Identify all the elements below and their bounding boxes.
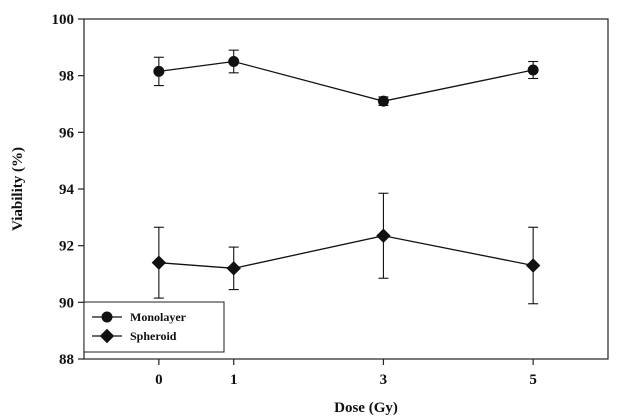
y-tick-label-92: 92 bbox=[59, 239, 74, 255]
y-tick-label-98: 98 bbox=[59, 69, 74, 85]
y-tick-label-96: 96 bbox=[59, 125, 75, 141]
x-tick-label-5: 5 bbox=[529, 372, 537, 388]
x-tick-label-1: 1 bbox=[230, 372, 238, 388]
spheroid-point-2 bbox=[376, 228, 391, 243]
plot-marks bbox=[151, 49, 541, 305]
legend-label-monolayer: Monolayer bbox=[130, 310, 187, 324]
monolayer-line bbox=[158, 60, 534, 102]
legend: Monolayer Spheroid bbox=[83, 301, 225, 353]
legend-marker-monolayer bbox=[101, 311, 113, 323]
monolayer-point-2 bbox=[377, 95, 389, 107]
spheroid-point-0 bbox=[151, 255, 167, 270]
legend-label-spheroid: Spheroid bbox=[130, 329, 177, 343]
y-tick-label-88: 88 bbox=[59, 352, 74, 368]
y-tick-label-94: 94 bbox=[59, 182, 75, 198]
y-axis-label: Viability (%) bbox=[10, 147, 26, 231]
legend-box bbox=[83, 301, 225, 353]
x-axis-label: Dose (Gy) bbox=[334, 400, 398, 416]
spheroid-point-1 bbox=[226, 261, 241, 276]
spheroid-point-3 bbox=[525, 258, 541, 273]
y-tick-label-90: 90 bbox=[59, 295, 74, 311]
monolayer-point-0 bbox=[153, 65, 165, 77]
spheroid-line bbox=[158, 235, 534, 269]
x-tick-label-3: 3 bbox=[380, 372, 388, 388]
monolayer-point-1 bbox=[228, 56, 240, 67]
axes: 88 90 92 94 96 98 100 0 1 3 5 bbox=[52, 12, 609, 388]
x-tick-label-0: 0 bbox=[155, 372, 163, 388]
legend-marker-spheroid bbox=[99, 328, 115, 344]
monolayer-point-3 bbox=[527, 64, 539, 76]
y-tick-label-100: 100 bbox=[52, 12, 75, 28]
